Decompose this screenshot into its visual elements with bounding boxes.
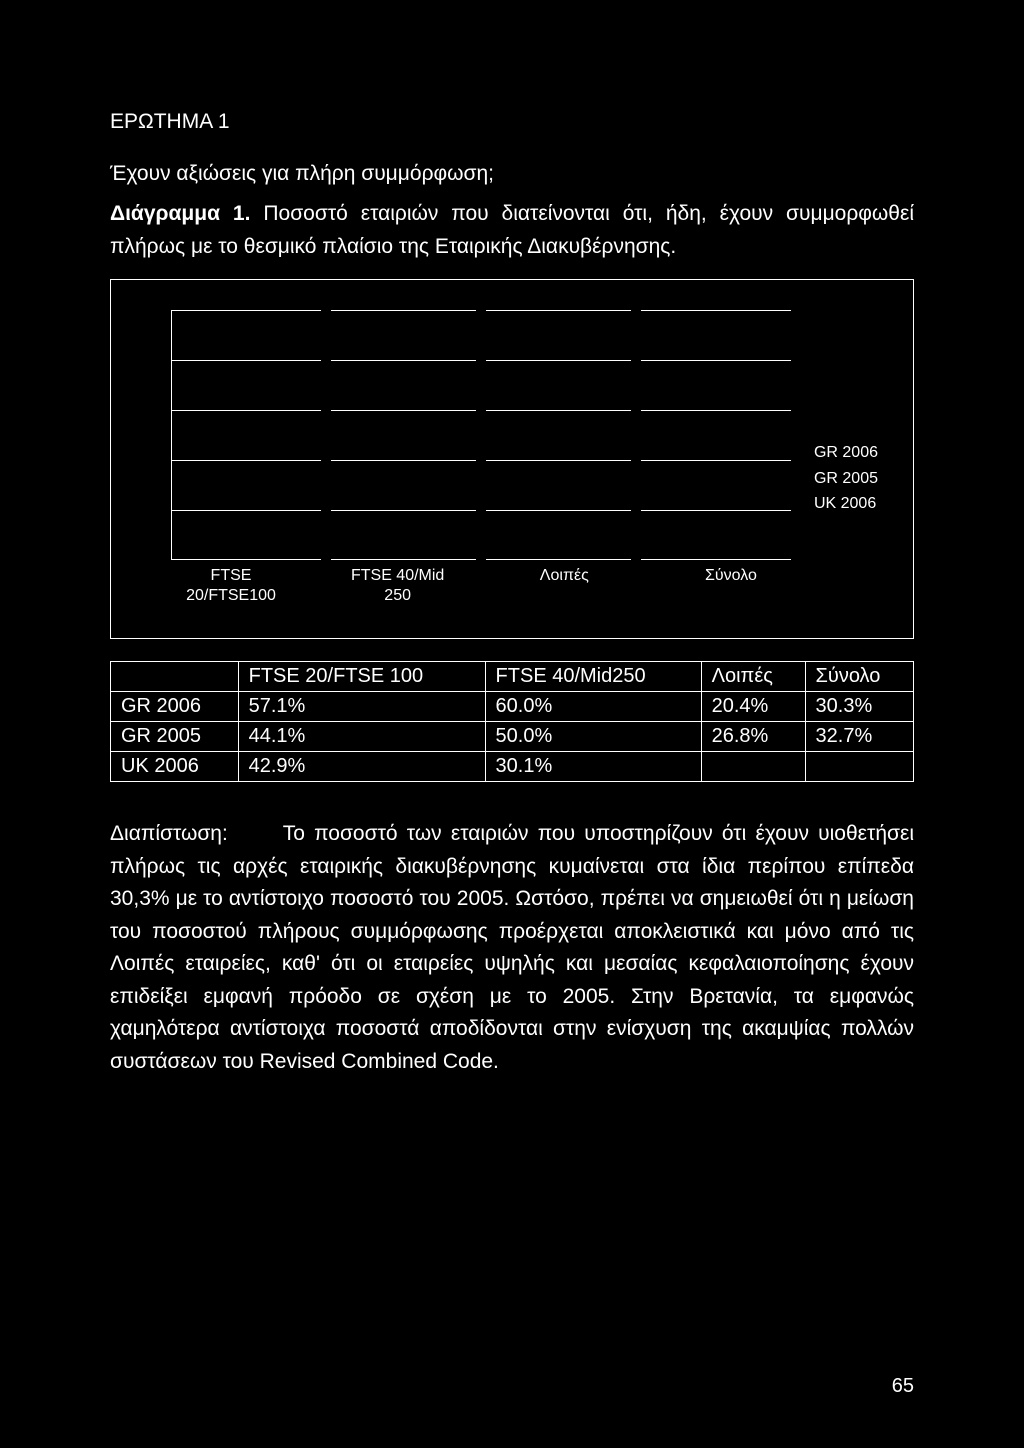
table-header-cell	[111, 662, 239, 692]
chart-container: FTSE 20/FTSE100 FTSE 40/Mid 250 Λοιπές Σ…	[110, 279, 914, 639]
table-cell: GR 2005	[111, 722, 239, 752]
finding-text: Το ποσοστό των εταιριών που υποστηρίζουν…	[110, 822, 914, 1073]
table-row: UK 2006 42.9% 30.1%	[111, 752, 914, 782]
legend-item: GR 2006	[814, 440, 878, 466]
table-cell: 42.9%	[238, 752, 485, 782]
table-header-cell: FTSE 20/FTSE 100	[238, 662, 485, 692]
table-header-row: FTSE 20/FTSE 100 FTSE 40/Mid250 Λοιπές Σ…	[111, 662, 914, 692]
chart-group-gap	[321, 310, 331, 560]
table-cell: GR 2006	[111, 692, 239, 722]
table-header-cell: Λοιπές	[701, 662, 805, 692]
table-cell: 26.8%	[701, 722, 805, 752]
page-number: 65	[892, 1375, 914, 1398]
chart-plot-area	[171, 310, 791, 560]
diagram-caption: Διάγραμμα 1. Ποσοστό εταιριών που διατεί…	[110, 198, 914, 263]
table-cell: 60.0%	[485, 692, 701, 722]
table-cell: 30.3%	[805, 692, 913, 722]
data-table: FTSE 20/FTSE 100 FTSE 40/Mid250 Λοιπές Σ…	[110, 661, 914, 782]
legend-item: GR 2005	[814, 466, 878, 492]
table-cell: 44.1%	[238, 722, 485, 752]
chart-group-gap	[631, 310, 641, 560]
chart-x-label: FTSE 20/FTSE100	[171, 566, 291, 606]
chart-group-gap	[476, 310, 486, 560]
table-row: GR 2006 57.1% 60.0% 20.4% 30.3%	[111, 692, 914, 722]
diagram-label: Διάγραμμα 1.	[110, 202, 250, 225]
chart-x-label: Σύνολο	[671, 566, 791, 606]
finding-paragraph: Διαπίστωση: Το ποσοστό των εταιριών που …	[110, 818, 914, 1078]
table-row: GR 2005 44.1% 50.0% 26.8% 32.7%	[111, 722, 914, 752]
table-cell: 57.1%	[238, 692, 485, 722]
table-cell: 50.0%	[485, 722, 701, 752]
chart-y-axis	[171, 310, 172, 560]
finding-label: Διαπίστωση:	[110, 822, 228, 845]
table-cell: 32.7%	[805, 722, 913, 752]
table-cell: 20.4%	[701, 692, 805, 722]
chart-x-label: FTSE 40/Mid 250	[338, 566, 458, 606]
table-cell: 30.1%	[485, 752, 701, 782]
table-cell	[805, 752, 913, 782]
legend-item: UK 2006	[814, 491, 878, 517]
table-cell: UK 2006	[111, 752, 239, 782]
table-cell	[701, 752, 805, 782]
question-subheading: Έχουν αξιώσεις για πλήρη συμμόρφωση;	[110, 162, 914, 186]
chart-x-labels: FTSE 20/FTSE100 FTSE 40/Mid 250 Λοιπές Σ…	[171, 566, 791, 606]
chart-legend: GR 2006 GR 2005 UK 2006	[814, 440, 878, 517]
chart-x-label: Λοιπές	[504, 566, 624, 606]
table-header-cell: Σύνολο	[805, 662, 913, 692]
table-header-cell: FTSE 40/Mid250	[485, 662, 701, 692]
question-heading: ΕΡΩΤΗΜΑ 1	[110, 110, 914, 134]
